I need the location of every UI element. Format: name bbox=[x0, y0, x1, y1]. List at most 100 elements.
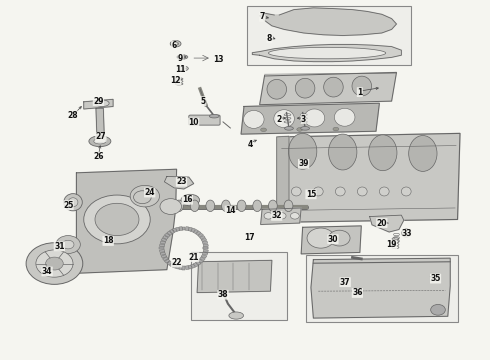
Ellipse shape bbox=[409, 135, 437, 171]
Bar bbox=[306, 255, 458, 321]
Polygon shape bbox=[241, 103, 379, 134]
Ellipse shape bbox=[401, 187, 411, 196]
Ellipse shape bbox=[64, 194, 82, 211]
Bar bbox=[165, 259, 170, 263]
Text: 9: 9 bbox=[178, 54, 183, 63]
Bar bbox=[191, 264, 196, 268]
Text: 10: 10 bbox=[189, 118, 199, 127]
Bar bbox=[196, 231, 201, 235]
Text: 31: 31 bbox=[54, 242, 65, 251]
Ellipse shape bbox=[174, 200, 183, 212]
Text: 6: 6 bbox=[172, 41, 177, 50]
Ellipse shape bbox=[190, 200, 199, 212]
Polygon shape bbox=[164, 176, 194, 189]
Ellipse shape bbox=[229, 312, 244, 319]
Circle shape bbox=[264, 213, 273, 219]
Polygon shape bbox=[260, 8, 396, 36]
Ellipse shape bbox=[261, 128, 267, 132]
Ellipse shape bbox=[68, 198, 78, 207]
Bar bbox=[185, 266, 189, 270]
Circle shape bbox=[56, 235, 80, 253]
Bar bbox=[203, 247, 208, 249]
Text: 17: 17 bbox=[245, 233, 255, 242]
Circle shape bbox=[84, 195, 150, 244]
Bar bbox=[161, 238, 167, 242]
Text: 19: 19 bbox=[386, 240, 397, 249]
Text: 20: 20 bbox=[376, 219, 387, 228]
Text: 24: 24 bbox=[145, 188, 155, 197]
Circle shape bbox=[431, 305, 445, 315]
Ellipse shape bbox=[181, 194, 199, 206]
Bar bbox=[202, 252, 208, 255]
Ellipse shape bbox=[221, 200, 230, 212]
Ellipse shape bbox=[304, 109, 325, 127]
Text: 14: 14 bbox=[225, 206, 236, 215]
Ellipse shape bbox=[301, 127, 310, 130]
Bar bbox=[185, 227, 189, 230]
Polygon shape bbox=[261, 208, 301, 225]
Ellipse shape bbox=[314, 187, 323, 196]
Bar bbox=[199, 235, 205, 239]
Bar bbox=[163, 235, 168, 239]
Circle shape bbox=[329, 230, 350, 246]
Circle shape bbox=[36, 250, 73, 277]
Circle shape bbox=[62, 240, 74, 249]
Bar bbox=[179, 227, 183, 230]
Text: 18: 18 bbox=[103, 237, 114, 246]
Polygon shape bbox=[277, 134, 460, 222]
Ellipse shape bbox=[285, 127, 294, 130]
Bar bbox=[202, 241, 208, 244]
Text: 26: 26 bbox=[93, 152, 104, 161]
Ellipse shape bbox=[170, 41, 181, 47]
Bar bbox=[170, 229, 174, 234]
Bar bbox=[203, 244, 208, 247]
Bar bbox=[167, 231, 172, 235]
Text: 38: 38 bbox=[218, 290, 228, 299]
Text: 33: 33 bbox=[402, 229, 413, 238]
Text: 37: 37 bbox=[340, 278, 350, 287]
Ellipse shape bbox=[335, 187, 345, 196]
Polygon shape bbox=[277, 136, 289, 222]
Circle shape bbox=[26, 243, 83, 284]
Bar bbox=[193, 229, 198, 234]
Text: 25: 25 bbox=[63, 201, 74, 210]
Text: 11: 11 bbox=[175, 65, 186, 74]
Bar bbox=[201, 238, 207, 242]
Bar bbox=[170, 263, 174, 267]
Bar bbox=[199, 257, 205, 261]
Text: 34: 34 bbox=[42, 267, 52, 276]
Ellipse shape bbox=[269, 47, 386, 59]
Circle shape bbox=[307, 228, 334, 248]
Ellipse shape bbox=[96, 100, 109, 107]
Circle shape bbox=[130, 185, 159, 207]
Bar bbox=[175, 227, 180, 231]
Bar bbox=[160, 249, 165, 252]
Bar bbox=[191, 252, 287, 320]
Circle shape bbox=[277, 213, 286, 219]
Ellipse shape bbox=[206, 200, 215, 212]
Ellipse shape bbox=[177, 66, 188, 71]
Text: 27: 27 bbox=[96, 132, 106, 141]
Bar bbox=[182, 226, 185, 230]
Bar bbox=[198, 259, 203, 263]
Bar bbox=[160, 241, 166, 244]
Ellipse shape bbox=[295, 78, 315, 98]
Polygon shape bbox=[369, 215, 404, 232]
Bar bbox=[175, 265, 180, 269]
Text: 35: 35 bbox=[430, 274, 441, 283]
Text: 36: 36 bbox=[352, 288, 363, 297]
Ellipse shape bbox=[352, 76, 371, 96]
Bar bbox=[201, 255, 207, 258]
Ellipse shape bbox=[368, 135, 397, 171]
Ellipse shape bbox=[244, 111, 264, 129]
Bar bbox=[247, 6, 411, 65]
Ellipse shape bbox=[334, 108, 355, 126]
Bar bbox=[172, 228, 177, 232]
Polygon shape bbox=[76, 169, 176, 273]
Text: 7: 7 bbox=[259, 12, 265, 21]
Polygon shape bbox=[311, 258, 450, 318]
Bar bbox=[203, 249, 208, 252]
Ellipse shape bbox=[284, 200, 293, 212]
Text: 12: 12 bbox=[171, 76, 181, 85]
Bar bbox=[188, 227, 192, 231]
